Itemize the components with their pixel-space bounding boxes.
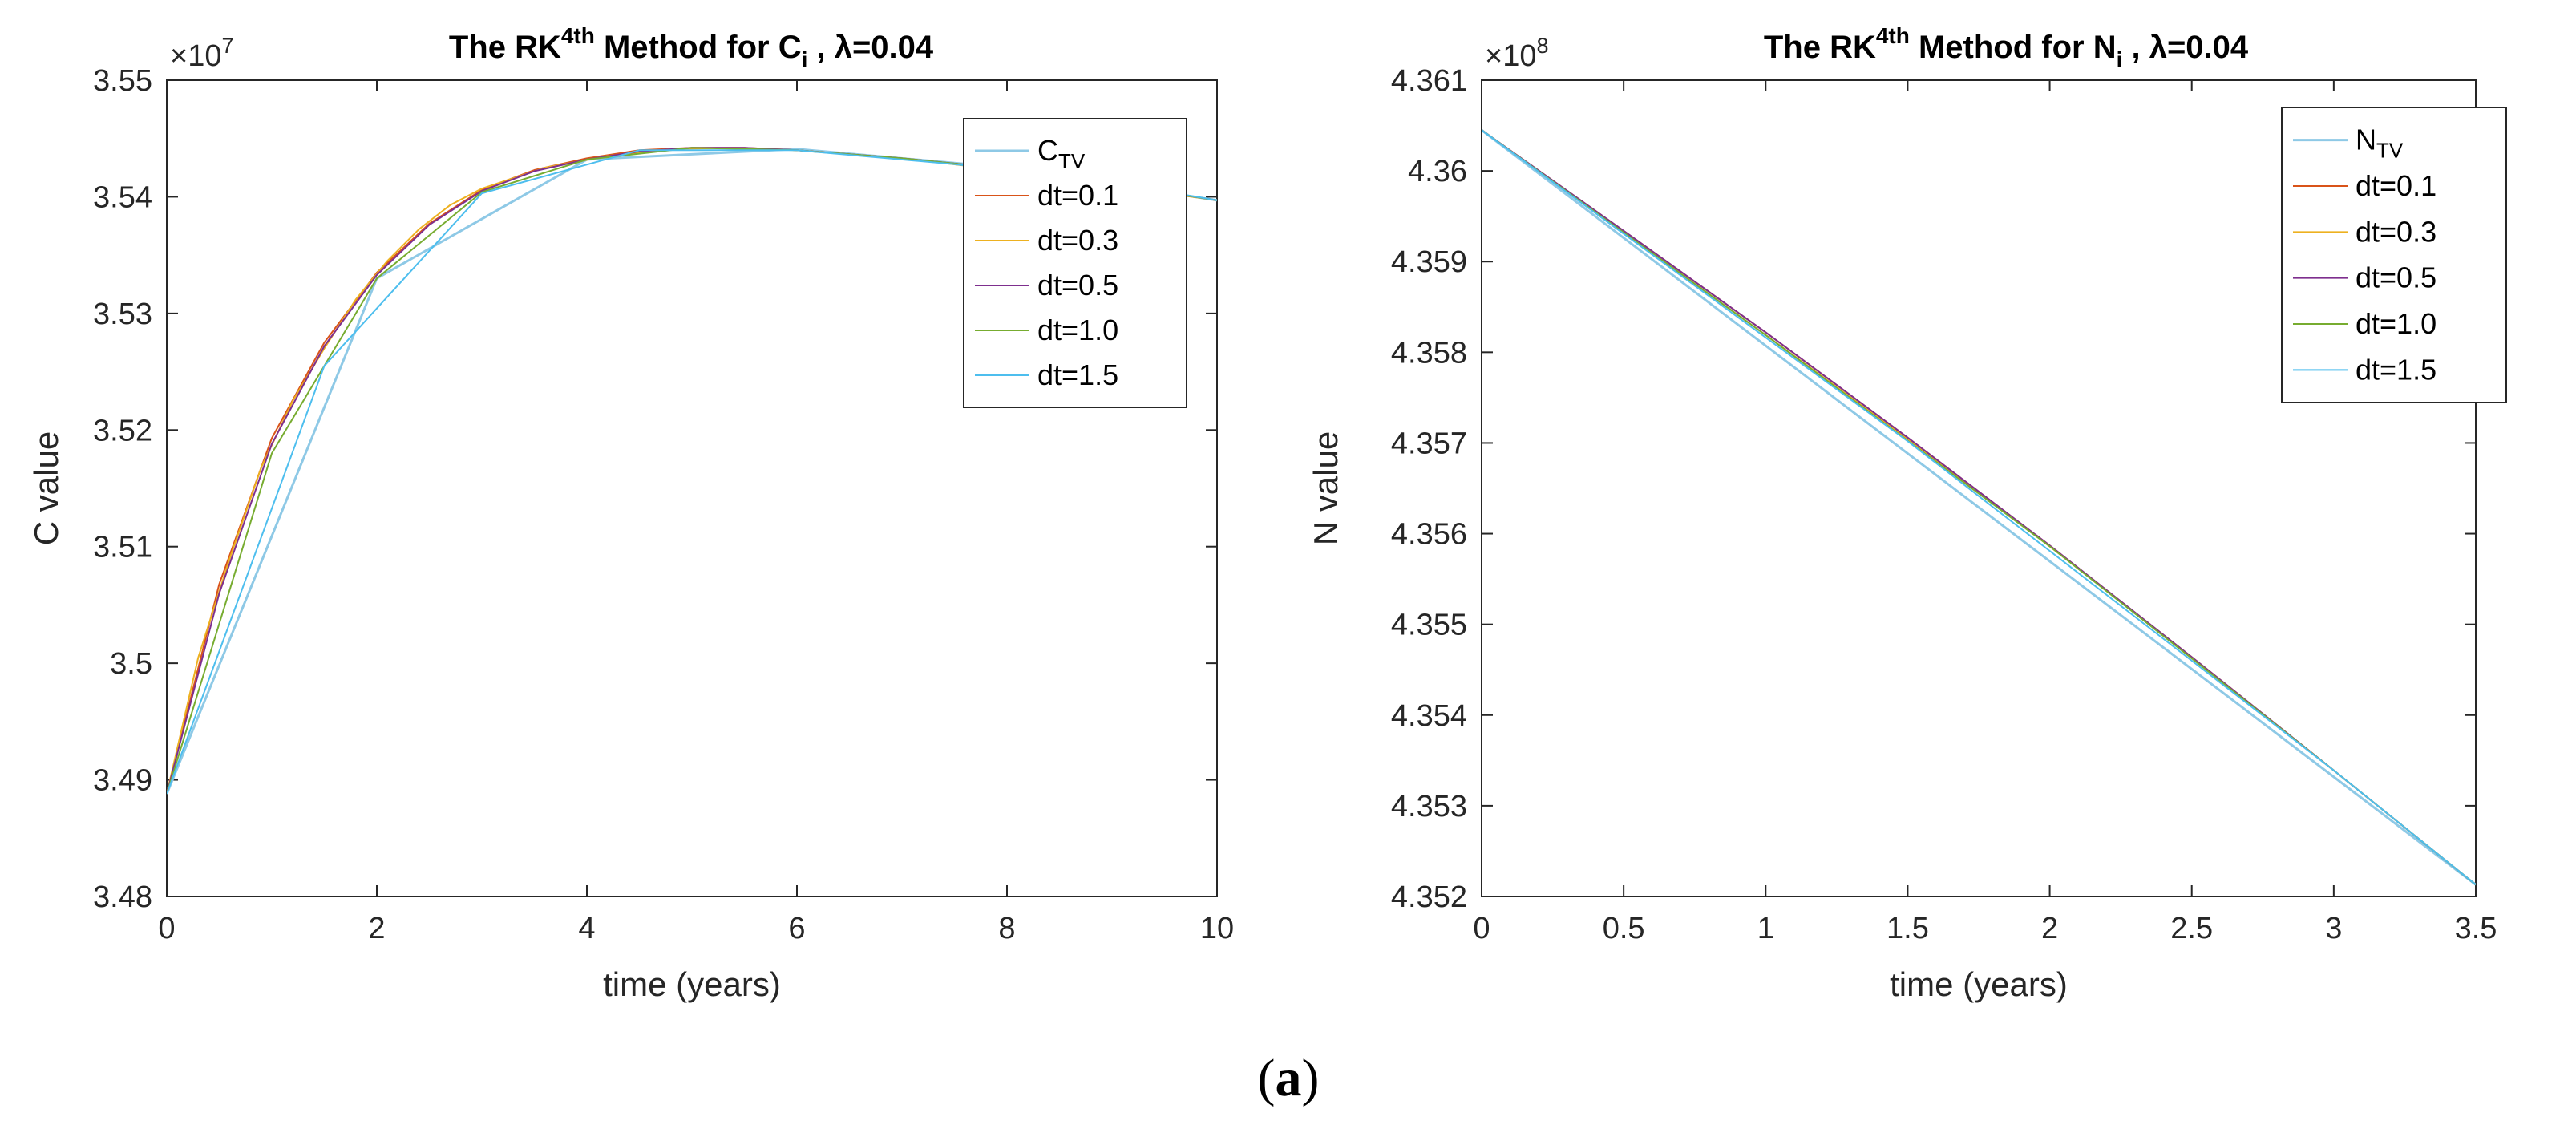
x-tick-label: 1.5 xyxy=(1887,912,1929,945)
y-tick-label: 4.361 xyxy=(1391,64,1467,98)
title-middle: Method for N xyxy=(1910,30,2117,65)
title-prefix: The RK xyxy=(449,30,561,65)
y-exponent-label: ×108 xyxy=(1485,34,1549,73)
legend-label-0: CTV xyxy=(1037,134,1086,173)
y-axis-label: N value xyxy=(1307,431,1345,545)
caption-letter: a xyxy=(1276,1049,1302,1107)
legend-name: dt=0.5 xyxy=(2356,261,2436,294)
x-axis-label: time (years) xyxy=(1890,965,2068,1003)
y-tick-label: 4.355 xyxy=(1391,609,1467,642)
series-group xyxy=(1482,129,2476,886)
y-exponent-label: ×107 xyxy=(170,34,234,73)
legend-name: C xyxy=(1037,134,1058,167)
y-exponent-base: ×10 xyxy=(1485,39,1536,73)
x-tick-label: 6 xyxy=(788,912,805,945)
chart-title: The RK4th Method for Ci , λ=0.04 xyxy=(449,23,934,72)
title-parameter: , λ=0.04 xyxy=(807,30,934,65)
y-tick-label: 4.352 xyxy=(1391,880,1467,914)
title-superscript: 4th xyxy=(1876,23,1910,48)
y-tick-label: 3.54 xyxy=(93,180,152,214)
legend-name: dt=1.0 xyxy=(1037,314,1118,346)
legend-label-0: NTV xyxy=(2356,123,2404,163)
legend-label-4: dt=1.0 xyxy=(2356,307,2436,340)
y-tick-label: 4.357 xyxy=(1391,427,1467,460)
chart-n-value: 0 0.5 1 1.5 2 2.5 3 3.5 4.352 4.353 4.354 4.355 4.35… xyxy=(1307,23,2507,1003)
chart-title: The RK4th Method for Ni , λ=0.04 xyxy=(1764,23,2249,72)
title-subscript: i xyxy=(2117,47,2123,72)
y-tick-label: 3.49 xyxy=(93,764,152,798)
x-tick-label: 1 xyxy=(1757,912,1774,945)
y-tick-label: 4.358 xyxy=(1391,336,1467,370)
legend-box xyxy=(963,118,1187,408)
x-tick-label: 0 xyxy=(1473,912,1490,945)
y-tick-label: 3.48 xyxy=(93,880,152,914)
legend-name: dt=0.3 xyxy=(2356,215,2436,248)
series-line-0 xyxy=(1482,129,2476,886)
x-tick-label: 4 xyxy=(578,912,595,945)
y-tick-label: 3.5 xyxy=(110,647,152,681)
y-tick-label: 4.356 xyxy=(1391,518,1467,552)
y-tick-label: 3.55 xyxy=(93,64,152,98)
y-tick-label: 3.53 xyxy=(93,297,152,331)
legend-name: dt=1.5 xyxy=(1037,358,1118,391)
legend-label-4: dt=1.0 xyxy=(1037,314,1118,346)
x-tick-label: 2.5 xyxy=(2170,912,2213,945)
x-tick-label: 8 xyxy=(998,912,1015,945)
title-middle: Method for C xyxy=(595,30,802,65)
y-tick-label: 3.52 xyxy=(93,414,152,447)
x-tick-label: 3.5 xyxy=(2455,912,2497,945)
legend-label-1: dt=0.1 xyxy=(2356,169,2436,202)
legend-box xyxy=(2281,107,2507,403)
x-axis-label: time (years) xyxy=(603,965,781,1003)
y-exponent-base: ×10 xyxy=(170,39,221,73)
caption-open: ( xyxy=(1258,1049,1276,1107)
y-exponent-power: 7 xyxy=(221,34,233,58)
legend-label-5: dt=1.5 xyxy=(1037,358,1118,391)
legend-subscript: TV xyxy=(1058,149,1086,173)
legend-name: dt=0.5 xyxy=(1037,269,1118,301)
x-tick-label: 0.5 xyxy=(1603,912,1645,945)
y-tick-label: 3.51 xyxy=(93,531,152,564)
x-tick-label: 0 xyxy=(158,912,175,945)
y-axis-label: C value xyxy=(27,431,65,545)
title-superscript: 4th xyxy=(561,23,595,48)
legend-label-1: dt=0.1 xyxy=(1037,179,1118,212)
legend-name: dt=0.1 xyxy=(1037,179,1118,212)
legend-label-5: dt=1.5 xyxy=(2356,353,2436,386)
legend-name: dt=0.3 xyxy=(1037,224,1118,257)
caption: (a) xyxy=(1258,1049,1320,1107)
legend-label-3: dt=0.5 xyxy=(2356,261,2436,294)
title-parameter: , λ=0.04 xyxy=(2122,30,2249,65)
x-tick-label: 10 xyxy=(1200,912,1234,945)
x-tick-label: 3 xyxy=(2325,912,2342,945)
y-tick-label: 4.353 xyxy=(1391,790,1467,823)
chart-c-value: 0 2 4 6 8 10 3.48 3.49 3.5 3.51 3.52 3.53 3.54 3.55 ×1… xyxy=(27,23,1234,1003)
legend-name: N xyxy=(2356,123,2376,156)
y-tick-label: 4.36 xyxy=(1408,155,1467,188)
legend-label-2: dt=0.3 xyxy=(2356,215,2436,248)
legend-name: dt=1.5 xyxy=(2356,353,2436,386)
y-tick-label: 4.359 xyxy=(1391,245,1467,279)
legend-name: dt=0.1 xyxy=(2356,169,2436,202)
title-prefix: The RK xyxy=(1764,30,1876,65)
legend-label-3: dt=0.5 xyxy=(1037,269,1118,301)
legend-label-2: dt=0.3 xyxy=(1037,224,1118,257)
series-line-5 xyxy=(1482,129,2476,886)
legend-subscript: TV xyxy=(2376,139,2404,163)
caption-close: ) xyxy=(1302,1049,1320,1107)
title-subscript: i xyxy=(802,47,808,72)
legend-name: dt=1.0 xyxy=(2356,307,2436,340)
y-exponent-power: 8 xyxy=(1536,34,1548,58)
x-tick-label: 2 xyxy=(368,912,385,945)
x-tick-label: 2 xyxy=(2041,912,2058,945)
y-tick-label: 4.354 xyxy=(1391,699,1467,733)
